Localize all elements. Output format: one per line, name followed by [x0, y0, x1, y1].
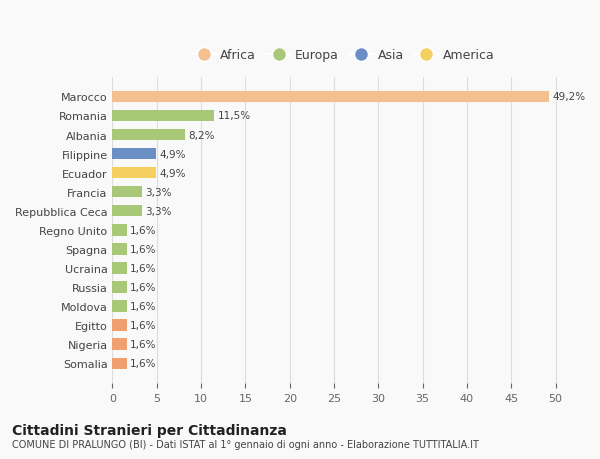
- Text: Cittadini Stranieri per Cittadinanza: Cittadini Stranieri per Cittadinanza: [12, 423, 287, 437]
- Text: 49,2%: 49,2%: [552, 92, 585, 102]
- Text: 1,6%: 1,6%: [130, 244, 157, 254]
- Bar: [112, 206, 142, 217]
- Bar: [112, 358, 127, 369]
- Bar: [112, 168, 156, 179]
- Bar: [112, 339, 127, 350]
- Text: 1,6%: 1,6%: [130, 358, 157, 369]
- Bar: [112, 263, 127, 274]
- Text: 3,3%: 3,3%: [145, 207, 172, 216]
- Text: 4,9%: 4,9%: [160, 168, 186, 178]
- Bar: [112, 111, 214, 122]
- Legend: Africa, Europa, Asia, America: Africa, Europa, Asia, America: [187, 44, 499, 67]
- Text: 11,5%: 11,5%: [218, 111, 251, 121]
- Bar: [112, 320, 127, 331]
- Bar: [112, 301, 127, 312]
- Bar: [112, 224, 127, 236]
- Bar: [112, 187, 142, 198]
- Bar: [112, 91, 548, 103]
- Bar: [112, 129, 185, 141]
- Bar: [112, 244, 127, 255]
- Text: 3,3%: 3,3%: [145, 187, 172, 197]
- Text: COMUNE DI PRALUNGO (BI) - Dati ISTAT al 1° gennaio di ogni anno - Elaborazione T: COMUNE DI PRALUNGO (BI) - Dati ISTAT al …: [12, 440, 479, 449]
- Text: 8,2%: 8,2%: [189, 130, 215, 140]
- Text: 4,9%: 4,9%: [160, 149, 186, 159]
- Text: 1,6%: 1,6%: [130, 320, 157, 330]
- Text: 1,6%: 1,6%: [130, 225, 157, 235]
- Text: 1,6%: 1,6%: [130, 282, 157, 292]
- Text: 1,6%: 1,6%: [130, 302, 157, 311]
- Text: 1,6%: 1,6%: [130, 340, 157, 349]
- Bar: [112, 282, 127, 293]
- Bar: [112, 149, 156, 160]
- Text: 1,6%: 1,6%: [130, 263, 157, 274]
